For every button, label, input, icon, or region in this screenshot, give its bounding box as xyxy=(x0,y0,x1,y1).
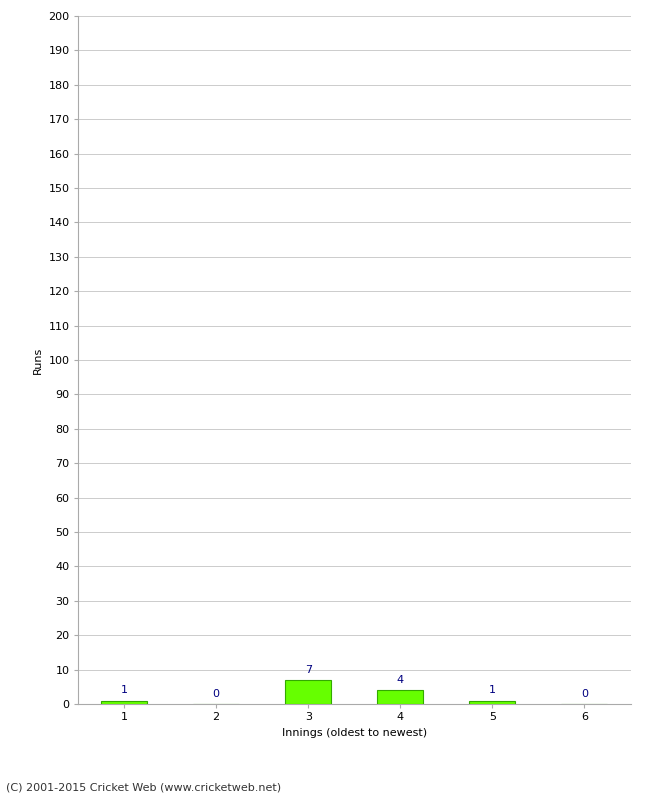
Text: 0: 0 xyxy=(581,689,588,699)
Y-axis label: Runs: Runs xyxy=(33,346,43,374)
Bar xyxy=(285,680,332,704)
Text: 4: 4 xyxy=(396,675,404,685)
Bar xyxy=(101,701,147,704)
Text: 1: 1 xyxy=(489,686,496,695)
Bar xyxy=(469,701,515,704)
Text: (C) 2001-2015 Cricket Web (www.cricketweb.net): (C) 2001-2015 Cricket Web (www.cricketwe… xyxy=(6,782,281,792)
X-axis label: Innings (oldest to newest): Innings (oldest to newest) xyxy=(281,728,427,738)
Bar xyxy=(377,690,423,704)
Text: 0: 0 xyxy=(213,689,220,699)
Text: 1: 1 xyxy=(120,686,127,695)
Text: 7: 7 xyxy=(305,665,312,674)
